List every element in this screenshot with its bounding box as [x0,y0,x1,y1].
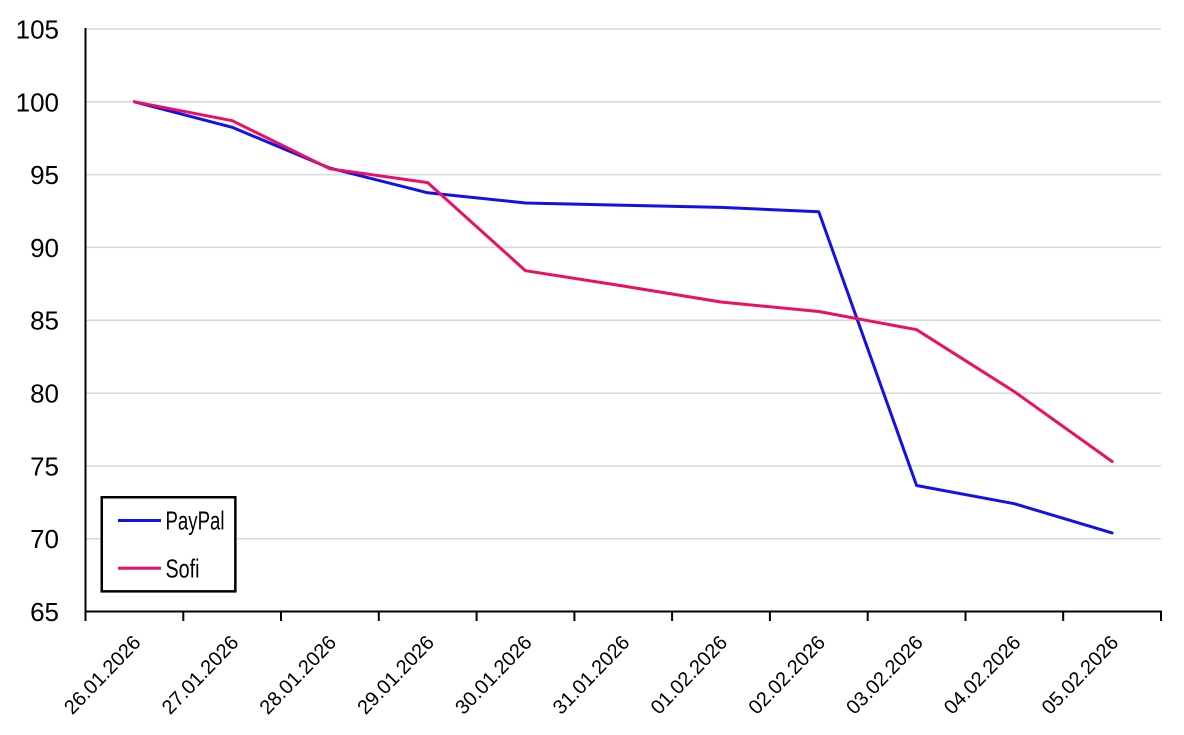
svg-text:Sofi: Sofi [166,553,200,583]
svg-text:75: 75 [30,451,59,481]
svg-text:85: 85 [30,306,59,336]
svg-text:PayPal: PayPal [166,506,225,536]
svg-text:100: 100 [16,87,59,117]
svg-text:105: 105 [16,15,59,45]
svg-text:80: 80 [30,379,59,409]
svg-text:90: 90 [30,233,59,263]
svg-text:65: 65 [30,597,59,627]
svg-text:95: 95 [30,160,59,190]
svg-text:70: 70 [30,524,59,554]
